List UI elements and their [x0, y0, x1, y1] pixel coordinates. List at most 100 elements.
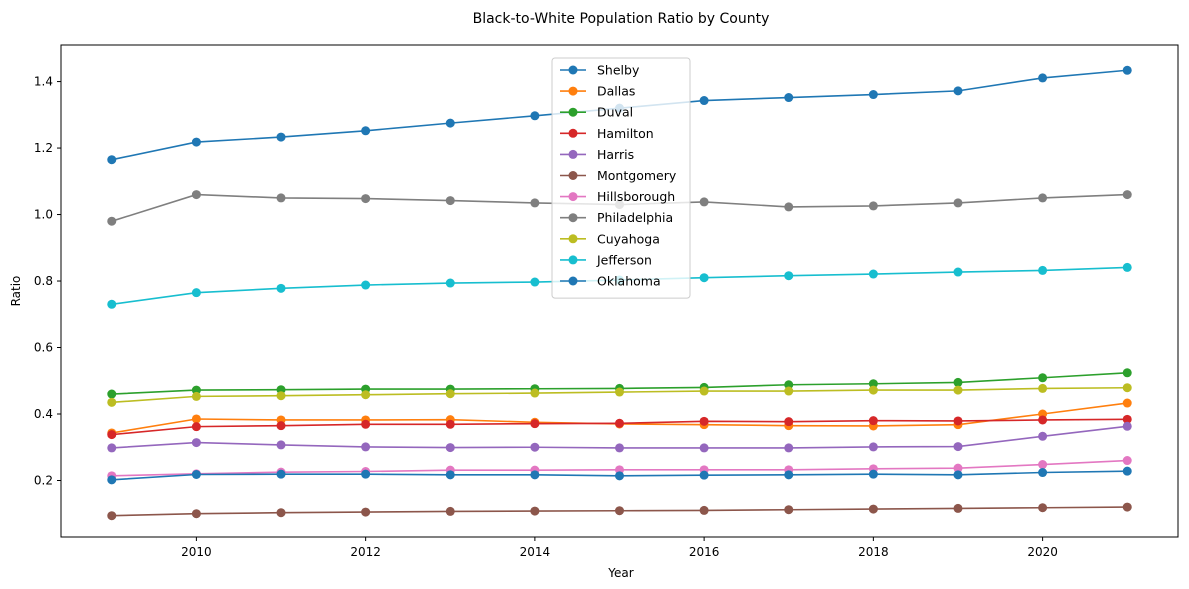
data-point: [615, 387, 624, 397]
data-point: [445, 196, 455, 206]
data-point: [191, 422, 201, 432]
data-point: [107, 397, 117, 407]
data-point: [784, 271, 794, 281]
data-point: [445, 419, 455, 429]
legend-item: Hamilton: [560, 126, 654, 141]
data-point: [784, 380, 794, 390]
y-tick-label: 1.4: [34, 75, 53, 89]
x-axis-label: Year: [607, 566, 633, 580]
series-harris: [107, 421, 1132, 453]
data-point: [107, 389, 117, 399]
series-hamilton: [107, 414, 1132, 440]
data-point: [1122, 421, 1132, 431]
legend-item: Montgomery: [560, 168, 677, 183]
y-tick-label: 0.2: [34, 473, 53, 487]
x-tick-label: 2020: [1027, 545, 1058, 559]
legend-label: Duval: [597, 105, 633, 120]
legend-marker: [568, 192, 578, 202]
data-point: [868, 504, 878, 514]
legend-marker: [568, 171, 578, 180]
data-point: [699, 197, 709, 207]
data-point: [868, 90, 878, 100]
legend-item: Jefferson: [560, 252, 652, 267]
x-axis: 2010 2012 2014 2016 2018 2020: [181, 537, 1058, 559]
data-point: [530, 506, 540, 516]
data-point: [953, 198, 963, 208]
data-point: [868, 469, 878, 479]
data-point: [191, 509, 201, 519]
data-point: [868, 416, 878, 426]
data-point: [953, 86, 963, 96]
data-point: [1122, 466, 1132, 476]
data-point: [107, 299, 117, 309]
data-point: [784, 470, 794, 480]
data-point: [784, 443, 794, 453]
data-point: [361, 280, 371, 290]
data-point: [1038, 468, 1048, 478]
data-point: [1038, 73, 1048, 83]
data-point: [276, 391, 286, 401]
data-point: [1038, 193, 1048, 203]
legend-item: Oklahoma: [560, 274, 661, 289]
legend-item: Dallas: [560, 84, 635, 99]
legend-marker: [568, 149, 578, 159]
data-point: [191, 414, 201, 424]
data-point: [107, 443, 117, 453]
data-point: [1122, 262, 1132, 272]
data-point: [276, 132, 286, 142]
data-point: [445, 470, 455, 480]
legend-item: Shelby: [560, 63, 640, 78]
data-point: [1122, 65, 1132, 75]
series-group: [107, 65, 1132, 521]
data-point: [1038, 415, 1048, 425]
x-tick-label: 2010: [181, 545, 212, 559]
legend-item: Hillsborough: [560, 189, 675, 204]
data-point: [191, 288, 201, 298]
y-tick-label: 0.4: [34, 407, 53, 421]
data-point: [530, 442, 540, 452]
y-tick-label: 0.6: [34, 341, 53, 355]
data-point: [191, 137, 201, 147]
legend-marker: [568, 107, 578, 117]
data-point: [615, 506, 624, 516]
data-point: [361, 194, 371, 204]
data-point: [868, 201, 878, 211]
data-point: [868, 379, 878, 389]
legend: Shelby Dallas Duval Hamilton Harris Montgomer…: [551, 57, 691, 299]
data-point: [699, 416, 709, 426]
data-point: [868, 442, 878, 452]
data-point: [361, 390, 371, 400]
legend-label: Hillsborough: [597, 189, 675, 204]
data-point: [1122, 383, 1132, 393]
data-point: [699, 96, 709, 106]
legend-label: Cuyahoga: [597, 231, 660, 246]
data-point: [1038, 373, 1048, 383]
data-point: [107, 511, 117, 521]
data-point: [1038, 503, 1048, 513]
legend-label: Philadelphia: [597, 210, 673, 225]
legend-label: Harris: [597, 147, 634, 162]
data-point: [784, 386, 794, 396]
data-point: [1122, 190, 1132, 200]
data-point: [1038, 460, 1048, 470]
data-point: [953, 503, 963, 513]
chart-title: Black-to-White Population Ratio by Count…: [473, 11, 770, 27]
data-point: [276, 440, 286, 450]
data-point: [1038, 431, 1048, 441]
data-point: [107, 430, 117, 440]
legend-label: Oklahoma: [597, 274, 661, 289]
data-point: [361, 507, 371, 517]
data-point: [530, 111, 540, 121]
legend-item: Cuyahoga: [560, 231, 660, 246]
data-point: [699, 443, 709, 453]
data-point: [107, 216, 117, 226]
data-point: [868, 385, 878, 395]
data-point: [530, 388, 540, 398]
data-point: [784, 202, 794, 212]
legend-label: Shelby: [597, 63, 640, 78]
data-point: [361, 419, 371, 429]
data-point: [1122, 502, 1132, 512]
data-point: [784, 417, 794, 427]
data-point: [784, 505, 794, 515]
